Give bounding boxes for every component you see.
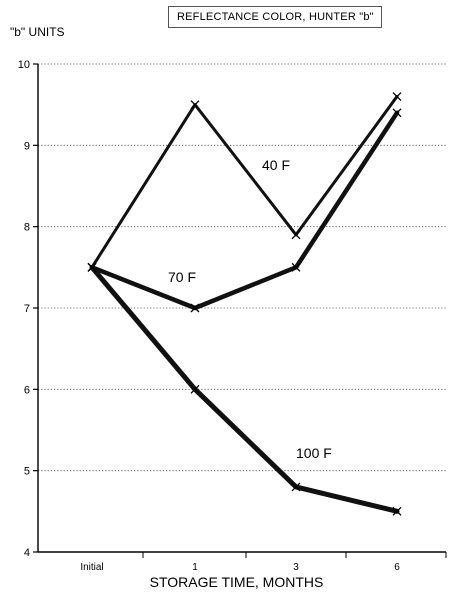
series-line-70-f	[89, 110, 400, 311]
y-tick-label: 7	[24, 303, 30, 315]
marker-stroke	[392, 506, 402, 516]
data-point-marker	[190, 384, 200, 394]
marker-stroke	[291, 230, 301, 240]
series-label: 70 F	[168, 269, 196, 285]
series-labels: 40 F 70 F 100 F	[168, 157, 332, 461]
y-tick-label: 10	[18, 59, 30, 71]
marker-stroke	[190, 384, 200, 394]
y-tick-label: 5	[24, 466, 30, 478]
marker-stroke	[190, 303, 200, 313]
y-tick-label: 9	[24, 140, 30, 152]
y-tick-label: 8	[24, 222, 30, 234]
marker-stroke	[392, 92, 402, 101]
series-line-40-f	[90, 95, 399, 269]
tick-labels: 4 5 6 7 8 9 10 Initial 1 3 6	[18, 59, 400, 573]
data-point-marker	[87, 262, 97, 272]
series-line-100-f	[89, 264, 400, 514]
data-point-marker	[190, 100, 200, 110]
x-tick-label: 3	[293, 562, 299, 573]
series-lines	[87, 92, 402, 516]
y-axis-label: "b" UNITS	[10, 25, 65, 39]
y-tick-label: 6	[24, 384, 30, 396]
data-point-marker	[392, 506, 402, 516]
data-point-marker	[291, 230, 301, 240]
x-axis-label: STORAGE TIME, MONTHS	[149, 574, 324, 590]
marker-stroke	[87, 262, 97, 272]
x-tick-label: Initial	[80, 562, 103, 573]
data-point-marker	[291, 262, 301, 272]
marker-stroke	[291, 262, 301, 272]
series-label: 40 F	[262, 157, 290, 173]
series-label: 100 F	[296, 445, 332, 461]
data-point-marker	[392, 108, 402, 118]
marker-stroke	[190, 100, 200, 110]
marker-stroke	[291, 482, 301, 492]
data-point-marker	[190, 303, 200, 313]
data-point-marker	[291, 482, 301, 492]
y-tick-label: 4	[24, 547, 30, 559]
chart-title: REFLECTANCE COLOR, HUNTER "b"	[168, 6, 382, 28]
data-point-marker	[392, 92, 402, 101]
marker-stroke	[392, 108, 402, 118]
x-tick-label: 1	[192, 562, 198, 573]
x-tick-label: 6	[394, 562, 400, 573]
gridlines	[38, 63, 446, 472]
axes	[33, 63, 447, 558]
